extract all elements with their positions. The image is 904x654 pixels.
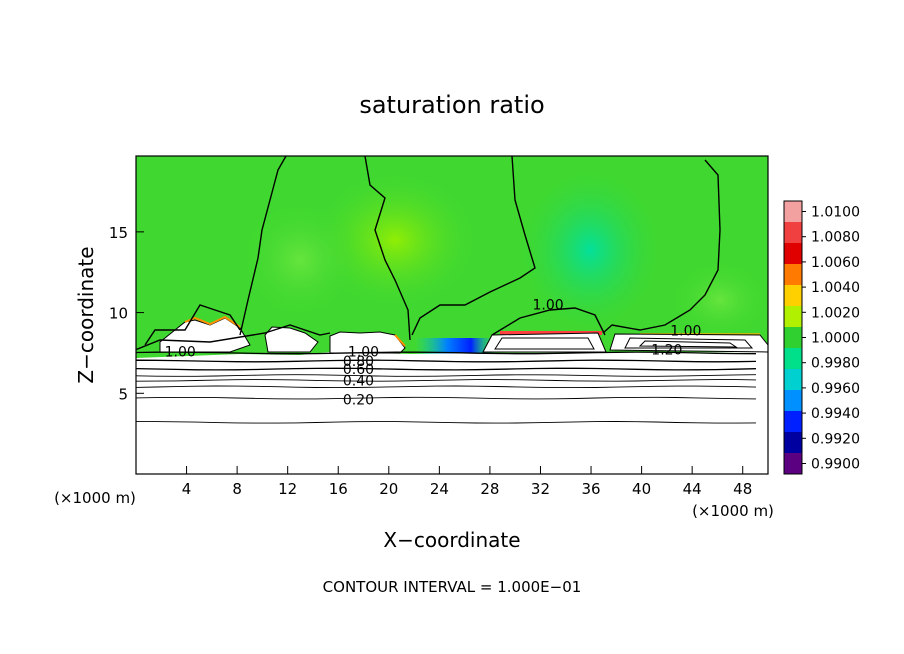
light-region (240, 200, 360, 320)
stratified-contour (136, 396, 757, 400)
contour-label: 0.40 (343, 373, 374, 389)
colorbar-label: 0.9980 (811, 356, 860, 372)
colorbar-swatch (784, 285, 802, 307)
colorbar-label: 1.0000 (811, 331, 860, 347)
x-tick-label: 36 (581, 480, 600, 498)
x-tick-label: 20 (379, 480, 398, 498)
stratified-contour (136, 359, 757, 363)
colorbar-label: 1.0060 (811, 255, 860, 271)
cloud-blob-2 (264, 326, 319, 353)
upper-contours (136, 156, 721, 351)
contour-line (491, 307, 606, 336)
colorbar-swatch (784, 453, 802, 475)
contour-line (144, 304, 241, 346)
subsaturated-region (520, 170, 660, 330)
colorbar-swatch (784, 327, 802, 349)
colorbar: 1.0100 1.0080 1.0060 1.0040 1.0020 1.0000 0.99… (783, 200, 860, 475)
red-top-1 (500, 331, 602, 335)
contour-label: 1.00 (165, 344, 196, 360)
stratified-contour (136, 385, 757, 389)
colorbar-swatch (784, 432, 802, 454)
y-tick-label: 10 (109, 305, 128, 323)
colorbar-swatch (784, 390, 802, 412)
x-tick-label: 28 (480, 480, 499, 498)
light-region-right (670, 260, 768, 340)
plot-area (136, 156, 768, 474)
colorbar-swatch (784, 264, 802, 286)
contour-label: 0.80 (343, 354, 374, 370)
chart-title: saturation ratio (359, 91, 544, 119)
colorbar-swatch (784, 222, 802, 244)
stratified-contour (136, 351, 757, 355)
colorbar-label: 0.9960 (811, 381, 860, 397)
x-tick-label: 40 (632, 480, 651, 498)
colorbar-swatch (784, 243, 802, 265)
stratified-contour (136, 374, 757, 377)
contour-line (602, 159, 721, 334)
colorbar-swatch (784, 306, 802, 328)
y-axis: 5 10 15 (109, 224, 144, 403)
stratified-contour (136, 421, 757, 424)
x-tick-label: 8 (232, 480, 242, 498)
cloud-blob-4-inner (494, 337, 595, 350)
colorbar-swatch (784, 369, 802, 391)
x-tick-label: 48 (733, 480, 752, 498)
y-axis-label: Z−coordinate (74, 246, 98, 383)
x-tick-label: 4 (182, 480, 192, 498)
x-axis-label: X−coordinate (383, 528, 520, 552)
y-tick-label: 5 (118, 385, 128, 403)
contour-label: 1.20 (651, 343, 682, 359)
stratified-contour (136, 367, 757, 371)
x-tick-label: 24 (430, 480, 449, 498)
x-tick-label: 44 (683, 480, 702, 498)
colorbar-swatch (784, 201, 802, 223)
plot-frame (135, 155, 769, 475)
y-tick-label: 15 (109, 224, 128, 242)
contour-label: 0.60 (343, 362, 374, 378)
contour-line (136, 324, 331, 351)
lower-white-region (136, 352, 768, 474)
colorbar-label: 1.0020 (811, 305, 860, 321)
x-tick-label: 32 (531, 480, 550, 498)
x-axis: 4 8 12 16 20 24 28 32 36 40 44 48 (182, 466, 752, 498)
contour-label: 1.00 (670, 323, 701, 339)
x-tick-label: 16 (329, 480, 348, 498)
contour-line (239, 156, 287, 336)
x-unit-label: (×1000 m) (54, 489, 136, 507)
colorbar-label: 0.9920 (811, 431, 860, 447)
contour-line (411, 156, 536, 336)
stratified-contours (136, 351, 757, 424)
contour-line (364, 156, 411, 341)
x-tick-label: 12 (278, 480, 297, 498)
colorbar-label: 0.9940 (811, 406, 860, 422)
colorbar-swatch (784, 348, 802, 370)
contour-labels: 1.001.001.001.201.000.800.600.400.20 (165, 298, 702, 409)
colorbar-swatch (784, 411, 802, 433)
colorbar-label: 1.0100 (811, 205, 860, 221)
colorbar-label: 1.0080 (811, 230, 860, 246)
contour-label: 1.00 (348, 344, 379, 360)
cloud-blob-5-inner2 (638, 340, 738, 348)
x-unit-label-right: (×1000 m) (692, 502, 774, 520)
contour-label: 1.00 (532, 298, 563, 314)
contour-label: 0.20 (343, 393, 374, 409)
colorbar-label: 1.0040 (811, 280, 860, 296)
blue-band (415, 338, 495, 354)
colorbar-label: 0.9900 (811, 457, 860, 473)
cloud-blob-3-edge (394, 334, 406, 347)
contour-interval-note: CONTOUR INTERVAL = 1.000E−01 (323, 578, 582, 596)
cloud-blob-5-inner (624, 337, 754, 349)
stratified-contour (136, 379, 757, 382)
